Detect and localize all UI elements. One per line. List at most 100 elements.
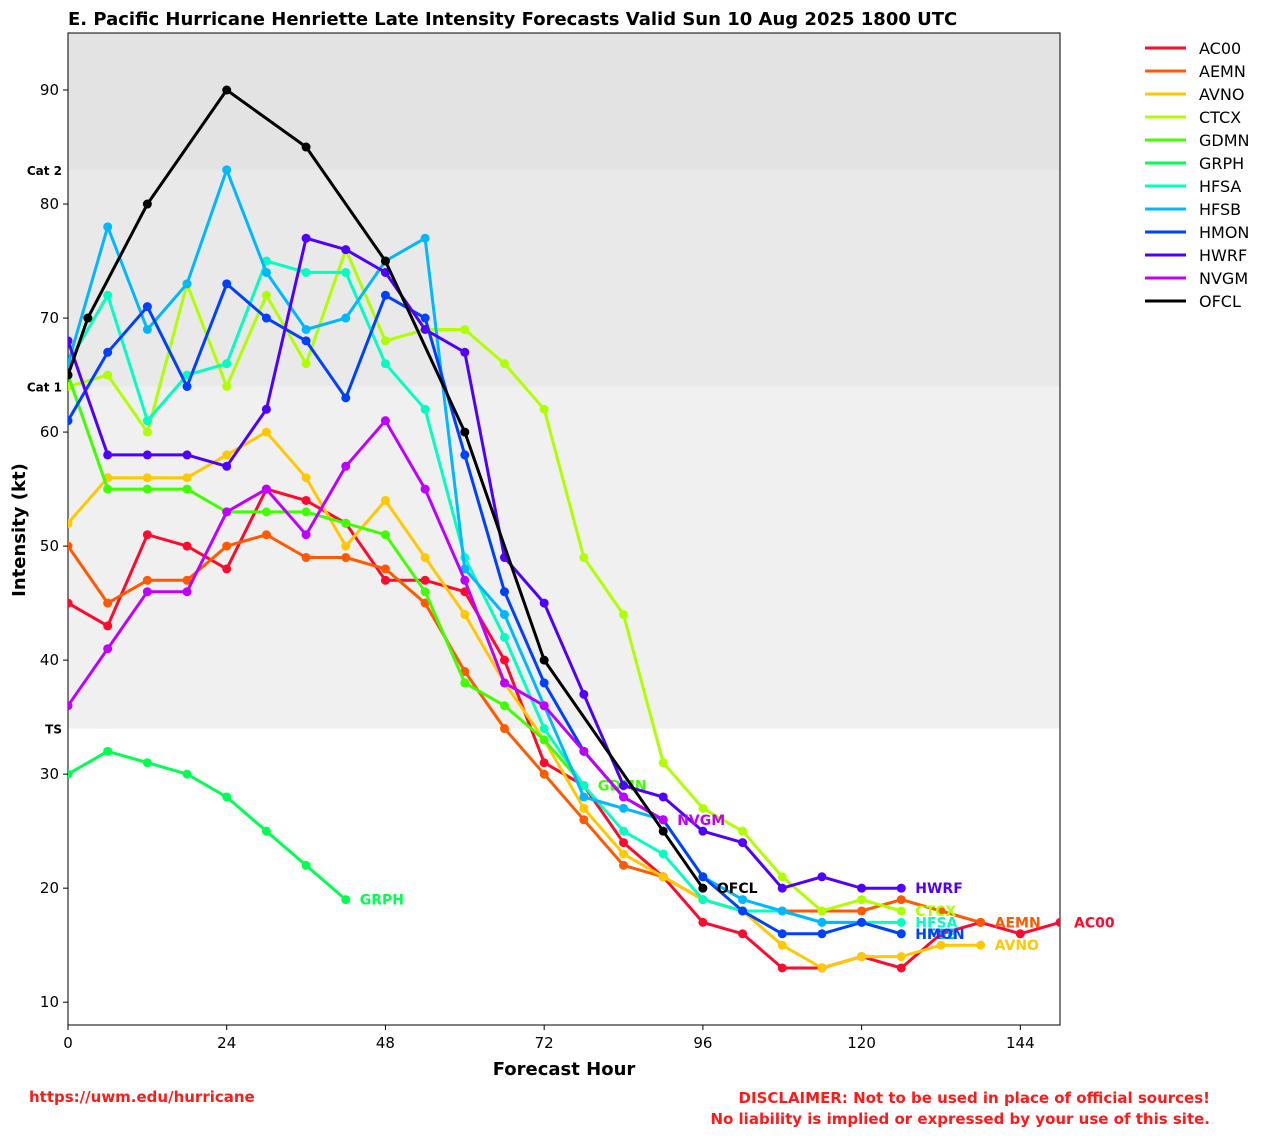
data-point <box>301 267 311 277</box>
x-tick-label: 24 <box>217 1034 236 1052</box>
y-tick-label: 40 <box>40 651 59 669</box>
data-point <box>182 381 192 391</box>
data-point <box>738 838 748 848</box>
data-point <box>103 598 113 608</box>
data-point <box>896 952 906 962</box>
data-point <box>301 473 311 483</box>
data-point <box>539 404 549 414</box>
y-tick-label: 50 <box>40 537 59 555</box>
y-tick-label: 10 <box>40 993 59 1011</box>
data-point <box>341 553 351 563</box>
data-point <box>896 917 906 927</box>
data-point <box>142 575 152 585</box>
data-point <box>420 484 430 494</box>
chart-title: E. Pacific Hurricane Henriette Late Inte… <box>68 9 957 30</box>
data-point <box>103 347 113 357</box>
data-point <box>698 917 708 927</box>
data-point <box>103 450 113 460</box>
series-grph: GRPH <box>68 746 404 909</box>
series-end-label: GRPH <box>360 893 404 909</box>
y-tick-label: 20 <box>40 879 59 897</box>
data-point <box>777 929 787 939</box>
data-point <box>261 507 271 517</box>
data-point <box>182 769 192 779</box>
data-point <box>103 222 113 232</box>
series-line <box>68 419 664 822</box>
data-point <box>301 359 311 369</box>
data-point <box>460 450 470 460</box>
x-axis-label: Forecast Hour <box>493 1059 636 1080</box>
series-hfsb: HFSB <box>68 165 957 943</box>
data-point <box>499 724 509 734</box>
series-line <box>68 374 585 787</box>
data-point <box>896 963 906 973</box>
data-point <box>579 815 589 825</box>
data-point <box>857 906 867 916</box>
data-point <box>83 313 93 323</box>
data-point <box>619 781 629 791</box>
data-point <box>539 758 549 768</box>
data-point <box>857 917 867 927</box>
data-point <box>142 484 152 494</box>
data-point <box>182 473 192 483</box>
data-point <box>460 678 470 688</box>
data-point <box>460 575 470 585</box>
data-point <box>499 701 509 711</box>
legend-label: AVNO <box>1199 85 1244 104</box>
data-point <box>619 803 629 813</box>
data-point <box>182 279 192 289</box>
data-point <box>539 735 549 745</box>
source-url[interactable]: https://uwm.edu/hurricane <box>29 1088 255 1106</box>
disclaimer-line-2: No liability is implied or expressed by … <box>710 1110 1210 1128</box>
data-point <box>182 541 192 551</box>
data-point <box>103 644 113 654</box>
legend-label: HFSB <box>1199 200 1241 219</box>
data-point <box>420 313 430 323</box>
data-point <box>619 860 629 870</box>
data-point <box>460 347 470 357</box>
data-point <box>777 872 787 882</box>
data-point <box>420 553 430 563</box>
data-point <box>1055 917 1060 927</box>
data-point <box>301 530 311 540</box>
data-point <box>499 610 509 620</box>
data-point <box>301 495 311 505</box>
series-line <box>68 430 981 970</box>
plot-frame <box>67 32 1061 1026</box>
legend-label: HMON <box>1199 223 1249 242</box>
y-tick-label: 70 <box>40 309 59 327</box>
data-point <box>460 667 470 677</box>
series-end-label: NVGM <box>677 813 725 829</box>
data-point <box>817 917 827 927</box>
series-line <box>68 259 902 924</box>
band-cat-2 <box>68 33 1060 170</box>
data-point <box>976 917 986 927</box>
data-point <box>460 427 470 437</box>
data-point <box>380 290 390 300</box>
data-point <box>857 883 867 893</box>
data-point <box>380 530 390 540</box>
data-point <box>896 883 906 893</box>
x-tick-label: 48 <box>376 1034 395 1052</box>
data-point <box>539 769 549 779</box>
data-point <box>539 678 549 688</box>
series-line <box>68 282 902 936</box>
data-point <box>103 290 113 300</box>
data-point <box>499 678 509 688</box>
data-point <box>142 199 152 209</box>
band-label: TS <box>45 723 62 737</box>
data-point <box>936 929 946 939</box>
data-point <box>499 587 509 597</box>
data-point <box>380 256 390 266</box>
data-point <box>103 370 113 380</box>
data-point <box>182 575 192 585</box>
data-point <box>341 541 351 551</box>
series-end-label: HMON <box>915 927 964 943</box>
data-point <box>261 484 271 494</box>
data-point <box>222 564 232 574</box>
forecast-series: AC00AEMNAVNOCTCXGDMNGRPHHFSAHFSBHMONHWRF… <box>68 85 1115 973</box>
data-point <box>222 792 232 802</box>
data-point <box>698 895 708 905</box>
data-point <box>301 233 311 243</box>
series-nvgm: NVGM <box>68 416 725 829</box>
